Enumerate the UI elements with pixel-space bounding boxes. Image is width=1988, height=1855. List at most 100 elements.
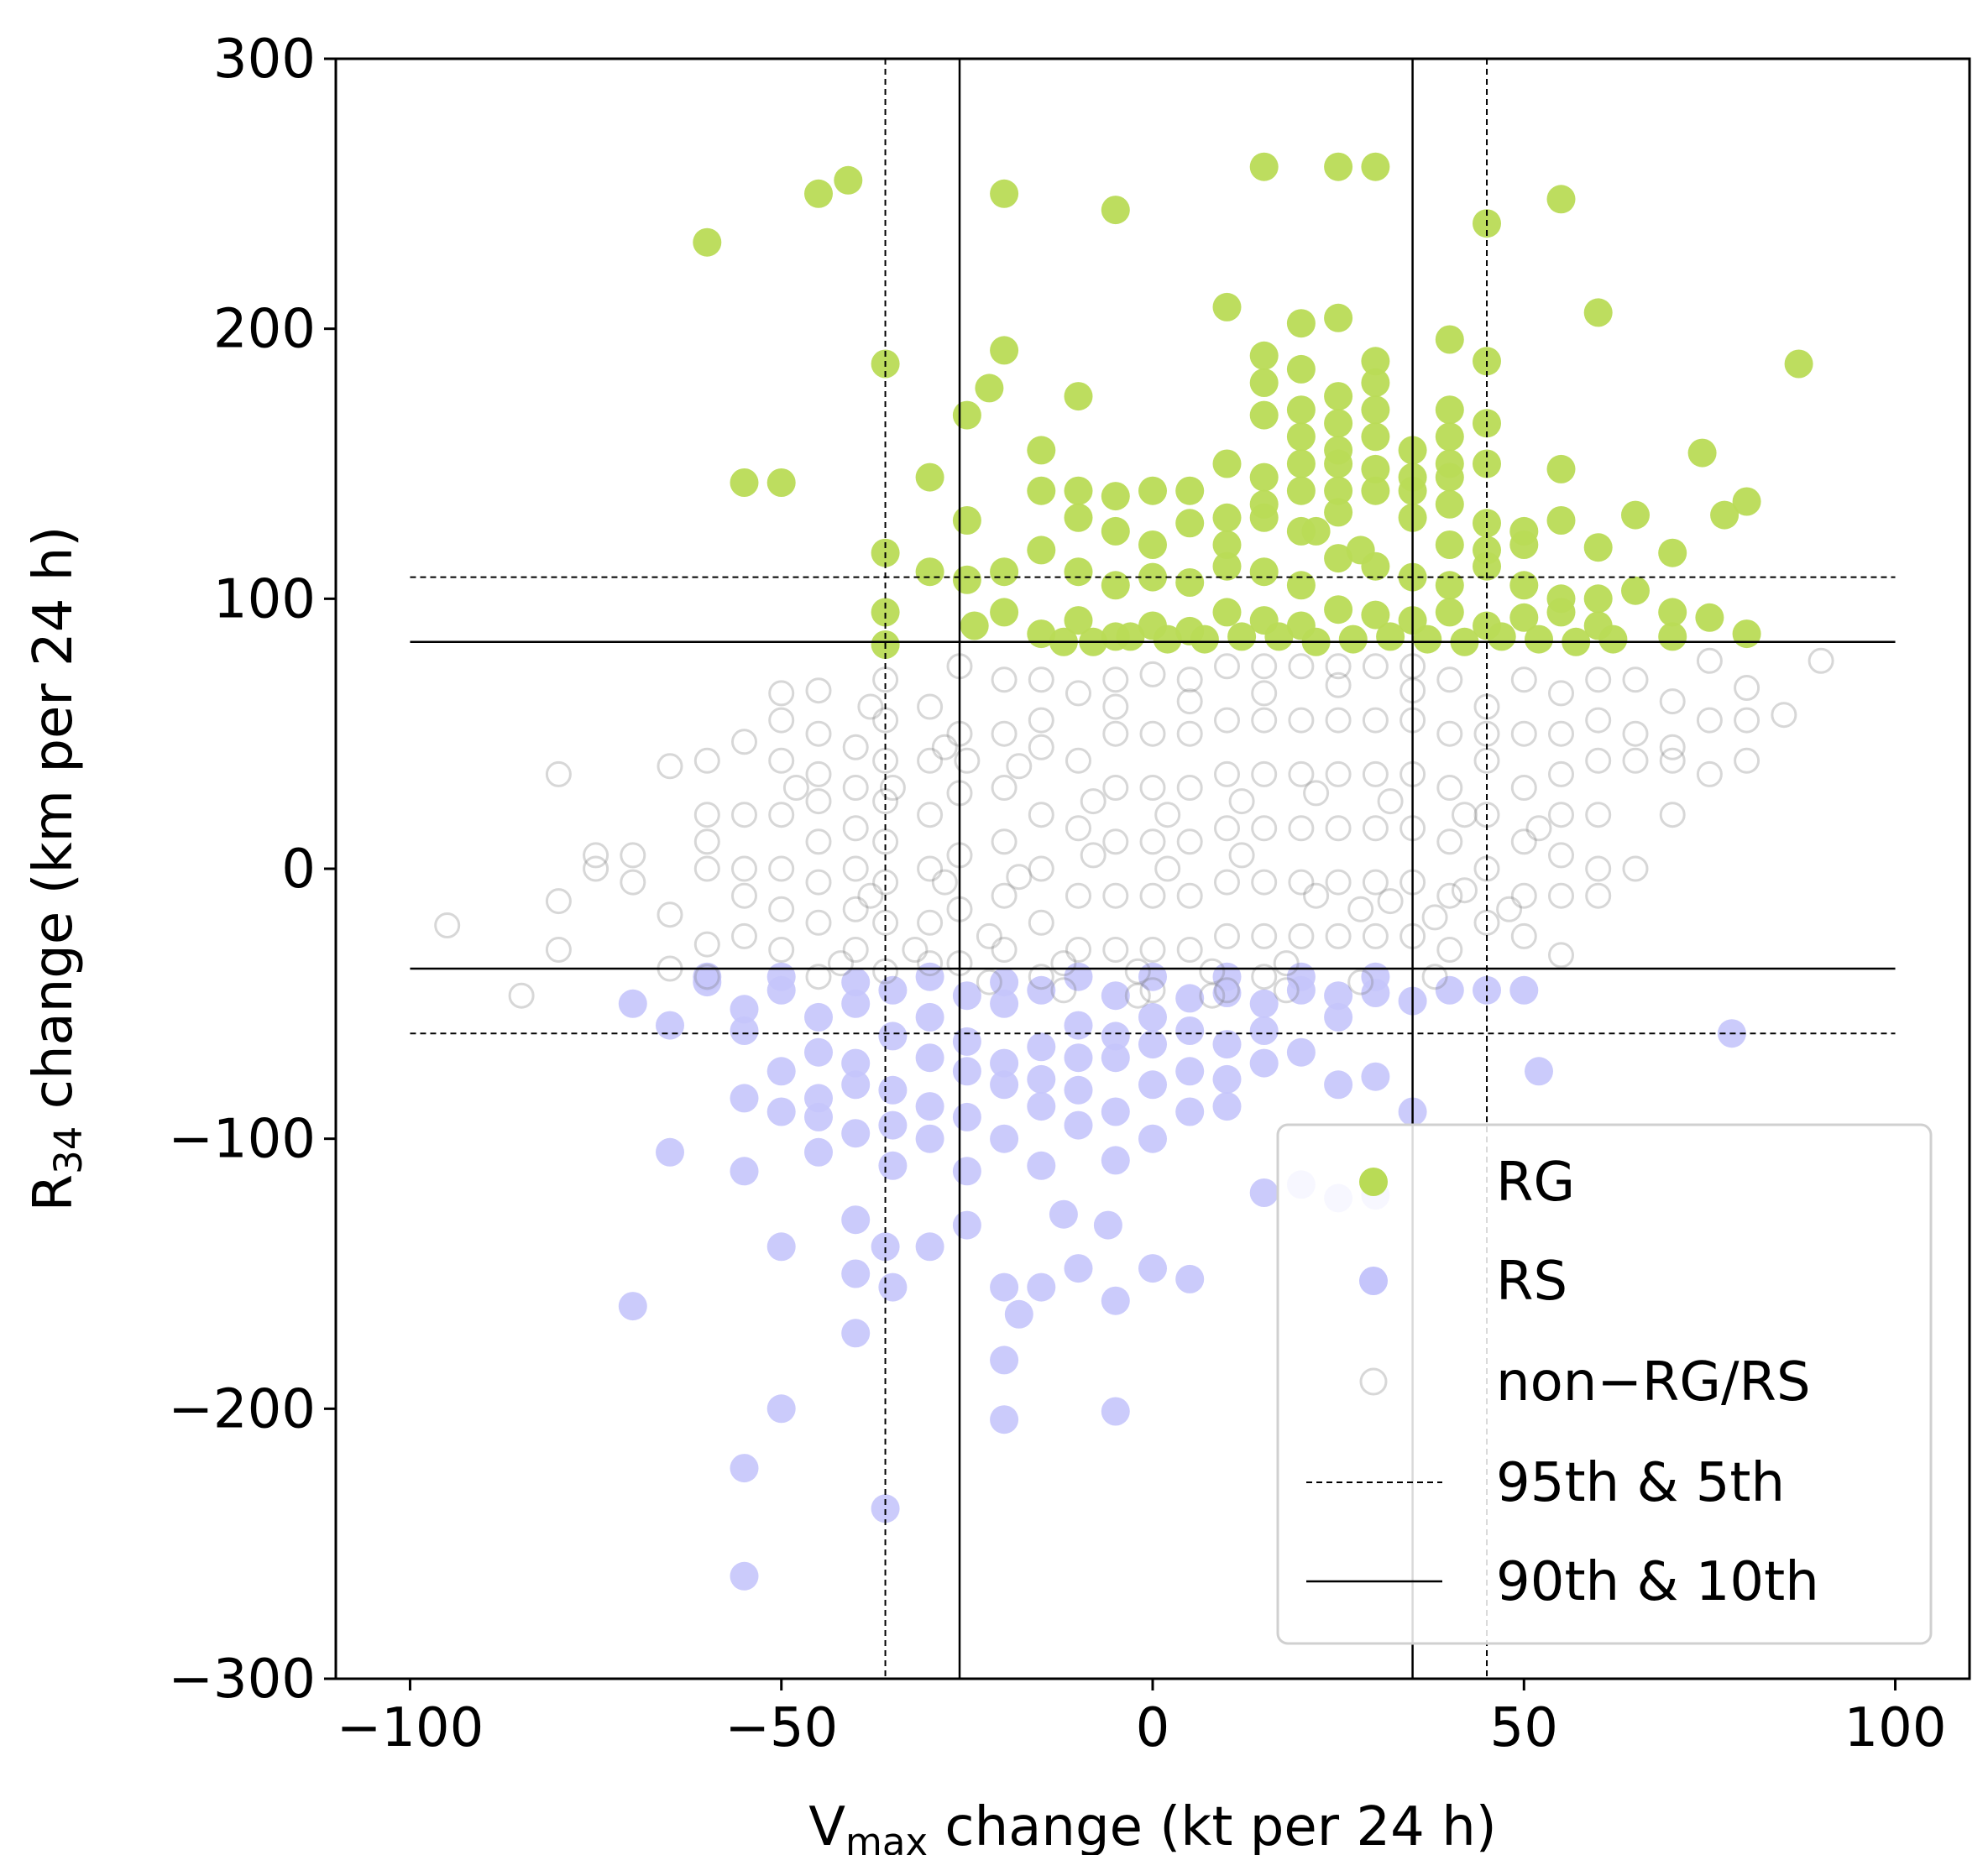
point-non-218 [1154,855,1181,882]
point-rs-23 [1093,1210,1122,1240]
point-rg-85 [1435,598,1464,627]
point-non-141 [1436,882,1463,909]
point-non-150 [1510,775,1537,801]
point-rg-5 [1249,152,1279,181]
point-rg-14 [1212,292,1242,321]
point-rg-11 [990,336,1019,365]
y-axis-title-rest: change (km per 24 h) [23,526,85,1126]
point-non-201 [1421,904,1448,931]
point-rg-53 [1027,536,1056,565]
point-rg-35 [1175,476,1205,505]
point-rs-82 [1249,989,1279,1018]
y-axis-title: R34 change (km per 24 h) [23,526,91,1212]
point-rs-5 [1101,1397,1130,1426]
point-non-121 [1325,760,1352,787]
point-rg-88 [1546,598,1576,627]
x-tick-label-4: 100 [1844,1697,1946,1759]
point-rg-57 [1175,568,1205,597]
x-tick-label-3: 50 [1490,1697,1558,1759]
point-rs-104 [730,1084,759,1113]
point-rg-105 [1487,622,1516,651]
point-rg-113 [1435,395,1464,425]
point-rg-59 [1249,557,1279,587]
point-non-81 [1102,720,1129,747]
point-non-162 [1585,707,1612,734]
point-non-172 [1659,734,1686,760]
point-rg-29 [1710,500,1740,530]
point-non-190 [1325,671,1352,698]
point-rs-36 [1138,1124,1167,1153]
point-rg-109 [1658,622,1687,651]
point-rg-111 [1286,354,1316,384]
point-non-7 [620,842,646,869]
point-rg-149 [1346,536,1375,565]
point-non-126 [1362,707,1389,734]
point-rg-92 [1732,619,1761,649]
point-non-35 [805,909,832,936]
point-non-204 [931,734,958,760]
point-non-213 [782,775,809,801]
point-non-125 [1362,653,1389,680]
point-non-184 [879,775,906,801]
point-rs-66 [656,1011,684,1040]
point-non-93 [1176,666,1203,693]
point-rg-7 [1361,152,1390,181]
point-rg-73 [990,598,1019,627]
point-rs-24 [841,1205,871,1235]
point-non-225 [1124,982,1151,1009]
point-non-92 [1139,977,1166,1004]
point-non-30 [805,677,832,704]
point-non-164 [1585,802,1612,828]
point-non-98 [1176,937,1203,963]
point-rs-28 [878,1151,908,1180]
point-non-31 [805,720,832,747]
point-non-20 [731,855,757,882]
point-rg-110 [1249,368,1279,397]
point-non-38 [842,775,869,801]
point-rs-99 [915,1043,944,1073]
point-rg-99 [1264,622,1294,651]
point-rg-58 [1212,551,1242,581]
point-rg-39 [1324,498,1353,527]
point-non-117 [1288,869,1315,896]
point-rg-106 [1525,624,1553,654]
point-rs-92 [1027,1032,1056,1062]
point-non-189 [1251,680,1278,707]
point-non-96 [1176,828,1203,855]
point-rs-53 [1064,1075,1093,1105]
point-non-12 [693,931,720,958]
point-rg-124 [1361,454,1390,483]
x-axis-title-main: V [808,1796,845,1855]
point-rs-94 [1175,1016,1205,1045]
point-rg-118 [1324,409,1353,438]
point-rg-52 [915,557,944,587]
point-non-42 [842,937,869,963]
point-rs-95 [1249,1016,1279,1045]
point-non-166 [1585,882,1612,909]
point-non-217 [1080,842,1106,869]
point-non-168 [1622,720,1649,747]
point-rg-122 [1286,449,1316,478]
point-non-36 [805,964,832,990]
point-non-108 [1251,760,1278,787]
point-non-214 [857,882,884,909]
point-non-160 [1548,942,1574,969]
point-rs-48 [878,1075,908,1105]
point-non-32 [805,760,832,787]
point-rg-140 [1101,516,1130,546]
point-non-0 [434,912,461,938]
point-non-4 [545,760,572,787]
point-non-221 [1377,888,1404,915]
point-non-33 [805,828,832,855]
point-non-183 [805,788,832,815]
point-rs-77 [1064,1011,1093,1040]
legend-marker-non [1359,1367,1388,1396]
point-rs-32 [841,1119,871,1148]
point-non-1 [508,982,535,1009]
point-non-106 [1251,653,1278,680]
point-rg-47 [1621,500,1650,530]
point-rg-70 [871,598,900,627]
legend-box [1276,1123,1933,1645]
point-non-99 [1214,653,1240,680]
point-non-101 [1214,760,1240,787]
